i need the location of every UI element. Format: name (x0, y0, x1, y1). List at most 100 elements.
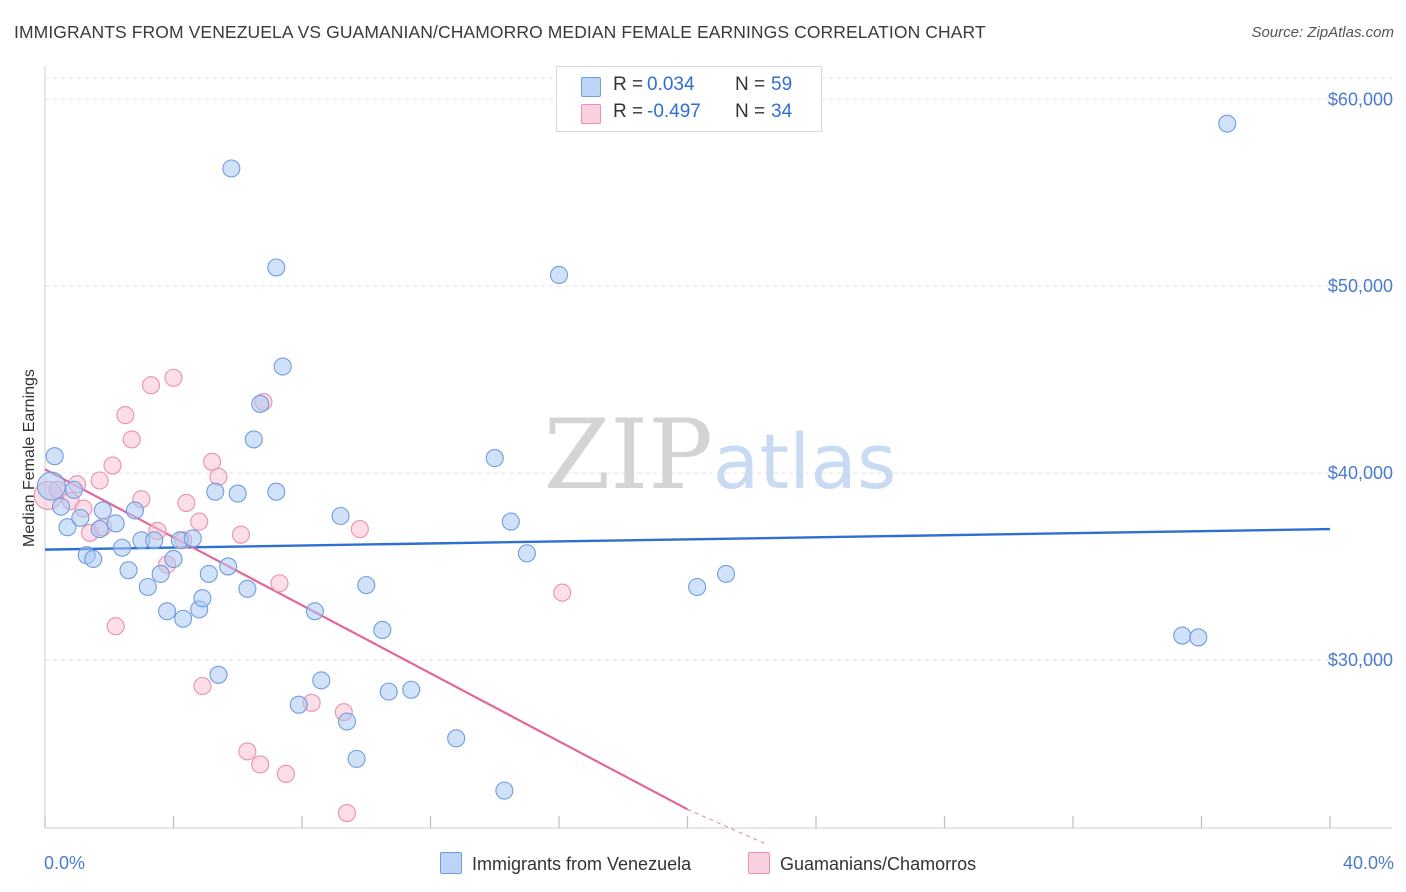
point-venezuela (251, 394, 270, 413)
point-guamanians (122, 430, 141, 449)
point-guamanians (276, 764, 295, 783)
point-venezuela (90, 520, 109, 539)
point-venezuela (501, 512, 520, 531)
point-venezuela (688, 577, 707, 597)
point-venezuela (199, 564, 218, 583)
point-venezuela (125, 501, 144, 520)
chart-title: IMMIGRANTS FROM VENEZUELA VS GUAMANIAN/C… (14, 22, 986, 42)
point-venezuela (113, 538, 132, 557)
point-venezuela (549, 265, 569, 285)
point-venezuela (222, 159, 241, 178)
point-guamanians (350, 520, 369, 539)
point-guamanians (164, 368, 183, 387)
legend-r-label: R = (613, 101, 644, 122)
point-venezuela (238, 579, 257, 598)
bottom-legend-swatch-pink (748, 852, 770, 874)
point-venezuela (347, 749, 366, 768)
point-venezuela (244, 430, 263, 449)
bottom-legend-label: Guamanians/Chamorros (780, 854, 977, 874)
legend-r-value: -0.497 (647, 101, 701, 122)
point-venezuela (1218, 114, 1237, 133)
point-venezuela (267, 258, 286, 277)
watermark-atlas: atlas (713, 417, 897, 506)
point-guamanians (177, 493, 196, 512)
point-guamanians (270, 574, 289, 593)
y-tick-label: $30,000 (1328, 650, 1393, 670)
bottom-legend-label: Immigrants from Venezuela (472, 854, 692, 874)
point-guamanians (193, 676, 212, 696)
point-venezuela (495, 781, 514, 800)
point-venezuela (337, 712, 357, 731)
watermark-zip: ZIP (544, 399, 713, 511)
point-venezuela (716, 564, 736, 583)
point-venezuela (145, 531, 164, 550)
series-venezuela-points (36, 114, 1237, 800)
legend-r-value: 0.034 (647, 74, 695, 95)
point-guamanians (203, 452, 222, 471)
y-axis-label: Median Female Earnings (21, 369, 38, 547)
point-venezuela (174, 609, 193, 628)
point-venezuela (158, 602, 177, 621)
point-venezuela (402, 680, 421, 699)
point-venezuela (331, 506, 350, 526)
point-venezuela (447, 729, 466, 748)
legend-swatch-pink (581, 104, 601, 124)
point-venezuela (45, 447, 64, 466)
point-guamanians (141, 376, 161, 395)
point-guamanians (190, 512, 209, 531)
point-guamanians (116, 406, 135, 425)
point-venezuela (373, 620, 392, 640)
point-venezuela (106, 514, 125, 533)
point-venezuela (193, 589, 212, 608)
legend-swatch-blue (581, 77, 601, 97)
point-guamanians (238, 742, 257, 761)
point-venezuela (36, 471, 66, 501)
source-credit: Source: ZipAtlas.com (1251, 24, 1394, 41)
point-venezuela (93, 501, 112, 520)
point-venezuela (1189, 628, 1208, 647)
point-venezuela (267, 482, 286, 501)
point-venezuela (357, 576, 376, 595)
point-venezuela (1173, 626, 1192, 645)
point-venezuela (119, 561, 138, 580)
point-venezuela (219, 557, 238, 576)
point-venezuela (164, 549, 183, 569)
point-guamanians (209, 467, 228, 486)
y-tick-label: $40,000 (1328, 463, 1393, 483)
point-guamanians (553, 583, 572, 602)
x-tick-label-max: 40.0% (1343, 853, 1394, 873)
point-venezuela (183, 529, 202, 548)
point-venezuela (305, 602, 324, 621)
point-venezuela (138, 577, 157, 597)
point-venezuela (206, 482, 225, 501)
point-venezuela (58, 518, 77, 537)
point-venezuela (273, 357, 292, 376)
legend-n-label: N = (735, 101, 766, 122)
legend-r-label: R = (613, 74, 644, 95)
point-guamanians (103, 456, 122, 475)
bottom-legend-venezuela: Immigrants from Venezuela (440, 852, 691, 875)
y-tick-label: $60,000 (1328, 89, 1393, 109)
point-venezuela (517, 544, 536, 563)
bottom-legend-guamanians: Guamanians/Chamorros (748, 852, 976, 875)
point-venezuela (151, 564, 170, 583)
point-venezuela (289, 695, 308, 714)
trend-line-venezuela (44, 527, 1331, 551)
legend-n-value: 34 (771, 101, 793, 122)
point-venezuela (312, 671, 331, 690)
trend-line-guamanians (44, 468, 689, 811)
point-venezuela (64, 480, 83, 499)
point-guamanians (90, 471, 109, 490)
watermark: ZIPatlas (544, 399, 897, 511)
stats-legend: R = 0.034 N = 59 R = -0.497 N = 34 (556, 66, 822, 132)
point-guamanians (231, 525, 251, 544)
point-venezuela (71, 508, 90, 527)
y-tick-label: $50,000 (1328, 276, 1393, 296)
x-tick-label-min: 0.0% (44, 853, 85, 873)
y-tick-labels: $30,000 $40,000 $50,000 $60,000 (1328, 89, 1393, 669)
axes (44, 66, 1392, 829)
point-guamanians (337, 804, 357, 823)
trend-lines (44, 468, 1331, 846)
trend-line-guamanians-extension (687, 808, 769, 846)
